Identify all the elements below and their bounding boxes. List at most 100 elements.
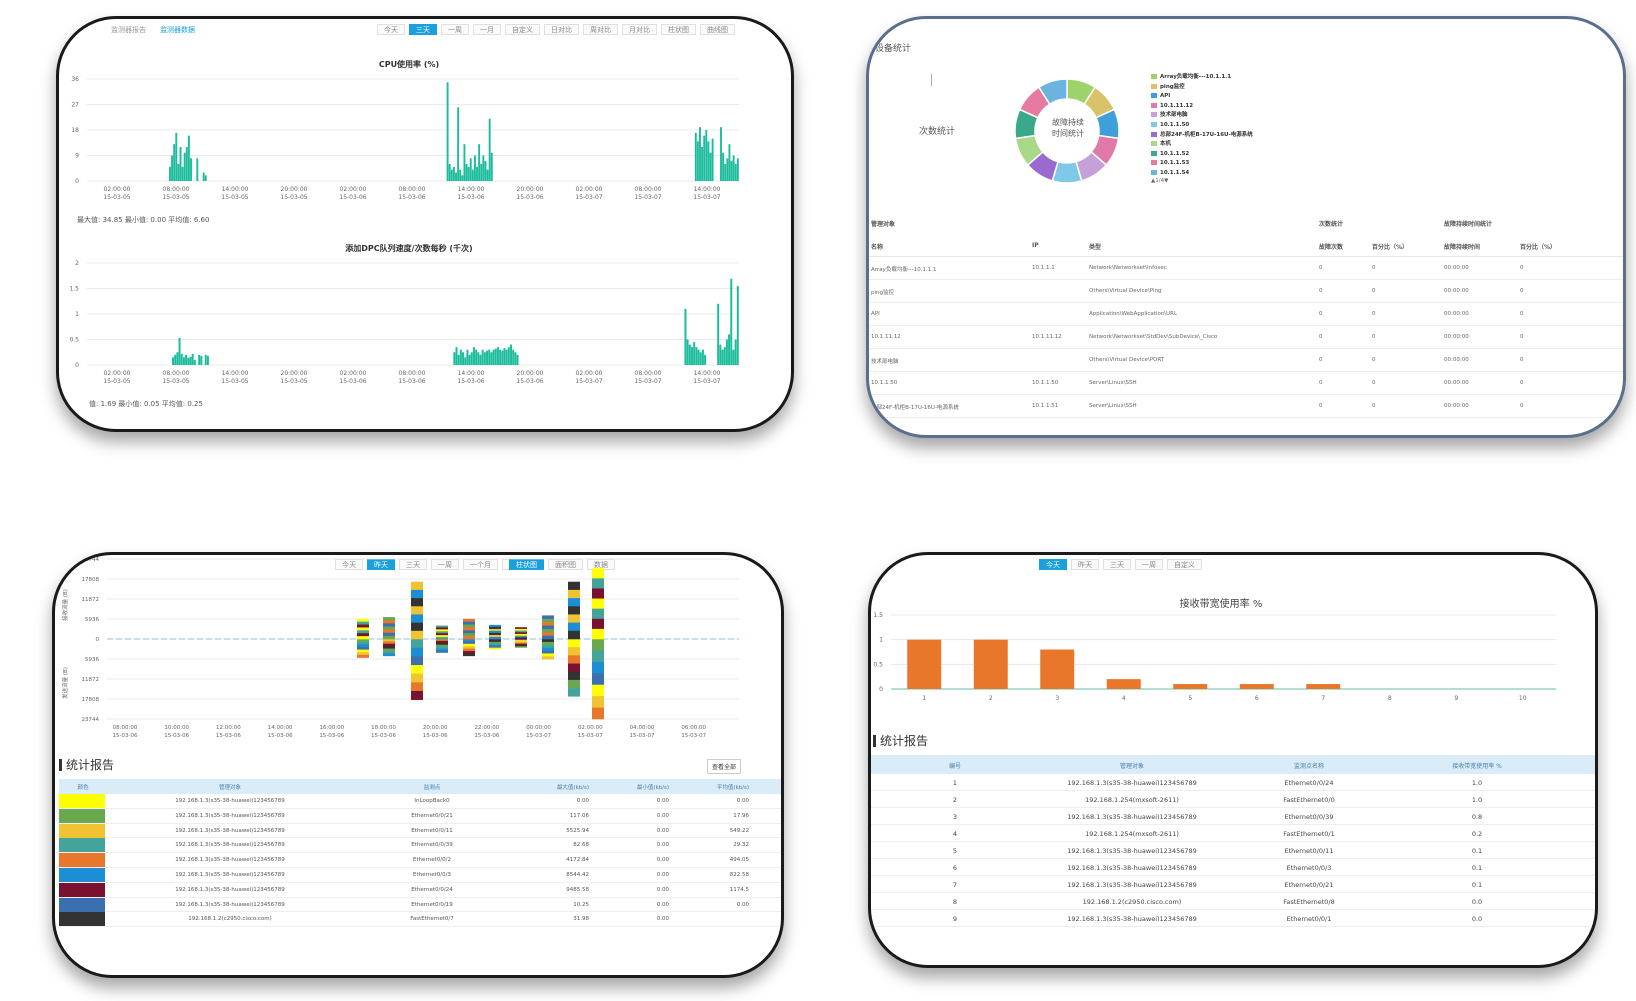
legend-item[interactable]: ping监控 (1151, 83, 1253, 93)
tab-2[interactable]: 三天 (399, 559, 427, 570)
table-cell: Array负载均衡---10.1.1.1 (871, 267, 937, 273)
table-row[interactable]: 2 192.168.1.254(mxsoft-2611) FastEthernet0… (871, 791, 1595, 808)
table-cell: 192.168.1.3(s35-38-huawei)123456789 (175, 798, 285, 804)
cpu-bar (705, 130, 708, 181)
table-row[interactable]: 4 192.168.1.254(mxsoft-2611) FastEthernet0… (871, 825, 1595, 842)
column-header[interactable]: 颜色 (77, 785, 89, 791)
traffic-bar-segment (542, 635, 554, 640)
table-row[interactable]: API Application\WebApplication\URL 0 0 00:00… (869, 303, 1623, 326)
column-header[interactable]: 百分比（%） (1520, 244, 1557, 251)
tab-9[interactable]: 曲线图 (700, 24, 735, 35)
legend-item[interactable]: 10.1.1.54 (1151, 169, 1253, 179)
tab-0[interactable]: 今天 (1039, 559, 1067, 570)
legend-item[interactable]: 10.1.1.50 (1151, 121, 1253, 131)
color-swatch (59, 882, 105, 897)
cpu-bar (455, 172, 457, 181)
table-row[interactable]: 10.1.1.50 10.1.1.50 Server\Linux\SSH 0 0 00:0… (869, 372, 1623, 395)
tab-0[interactable]: 今天 (377, 24, 405, 35)
table-row[interactable]: 192.168.1.2(c2950.cisco.com) FastEthernet… (59, 912, 781, 928)
column-header[interactable]: 百分比（%） (1372, 244, 1409, 251)
bandwidth-x-tick: 4 (1122, 695, 1126, 702)
table-row[interactable]: 192.168.1.3(s35-38-huawei)123456789 InLoo… (59, 794, 781, 809)
tab-3[interactable]: 一周 (431, 559, 459, 570)
column-header[interactable]: 故障持续时间 (1444, 244, 1481, 251)
legend-item[interactable]: API (1151, 92, 1253, 102)
table-row[interactable]: 192.168.1.3(s35-38-huawei)123456789 Ether… (59, 867, 781, 883)
column-header[interactable]: 监测点名称 (1293, 763, 1324, 770)
cpu-bar (699, 127, 701, 181)
tab-1[interactable]: 昨天 (1071, 559, 1099, 570)
table-row[interactable]: 7 192.168.1.3(s35-38-huawei)123456789 Ethe… (871, 876, 1595, 893)
table-row[interactable]: 1 192.168.1.3(s35-38-huawei)123456789 Ethe… (871, 774, 1595, 791)
tab-monitor-data[interactable]: 监测器数据 (160, 26, 195, 34)
tab-1[interactable]: 昨天 (367, 559, 395, 570)
table-row[interactable]: 192.168.1.3(s35-38-huawei)123456789 Ether… (59, 897, 781, 913)
table-row[interactable]: 5 192.168.1.3(s35-38-huawei)123456789 Ethe… (871, 842, 1595, 859)
column-header[interactable]: 平均值(kb/s) (716, 785, 749, 791)
view-tab-1[interactable]: 面积图 (548, 559, 583, 570)
tab-4[interactable]: 自定义 (1167, 559, 1202, 570)
table-row[interactable]: 192.168.1.3(s35-38-huawei)123456789 Ether… (59, 808, 781, 824)
legend-label: 10.1.1.52 (1160, 150, 1190, 157)
tab-4[interactable]: 一个月 (463, 559, 498, 570)
bandwidth-chart-title: 接收带宽使用率 % (1179, 599, 1263, 610)
traffic-bar-segment (592, 639, 604, 651)
table-row[interactable]: 9 192.168.1.3(s35-38-huawei)123456789 Ethe… (871, 910, 1595, 927)
tab-3[interactable]: 一周 (1135, 559, 1163, 570)
column-header[interactable]: 管理对象 (1119, 763, 1144, 770)
legend-item[interactable]: Array负载均衡---10.1.1.1 (1151, 73, 1253, 83)
column-header[interactable]: 名称 (871, 244, 884, 251)
table-row[interactable]: 总部24F-机柜B-17U-16U-电源系统 10.1.1.51 Server\Li… (869, 395, 1623, 418)
table-row[interactable]: 8 192.168.1.2(c2950.cisco.com) FastEtherne… (871, 893, 1595, 910)
table-row[interactable]: 192.168.1.3(s35-38-huawei)123456789 Ether… (59, 853, 781, 868)
view-all-button[interactable]: 查看全部 (707, 759, 742, 774)
column-header[interactable]: 管理对象 (218, 785, 241, 791)
legend-item[interactable]: 10.1.11.12 (1151, 102, 1253, 112)
tab-monitor-report[interactable]: 监测器报告 (111, 26, 146, 34)
legend-item[interactable]: 10.1.1.52 (1151, 150, 1253, 160)
tab-3[interactable]: 一月 (473, 24, 501, 35)
dpc-x-tick: 20:00:00 (517, 370, 544, 377)
table-cell: 0 (1372, 357, 1376, 363)
tab-4[interactable]: 自定义 (505, 24, 540, 35)
dpc-bar (200, 355, 203, 365)
legend-item[interactable]: 10.1.1.53 (1151, 159, 1253, 169)
tab-5[interactable]: 日对比 (544, 24, 579, 35)
table-row[interactable]: 10.1.11.12 10.1.11.12 Network\Networkset\S… (869, 326, 1623, 349)
column-header[interactable]: 最大值(kb/s) (556, 785, 589, 791)
tab-2[interactable]: 一周 (441, 24, 469, 35)
legend-item[interactable]: 总部24F-机柜B-17U-16U-电源系统 (1151, 131, 1253, 141)
tab-7[interactable]: 月对比 (622, 24, 657, 35)
column-header[interactable]: IP (1032, 242, 1039, 249)
table-row[interactable]: 192.168.1.3(s35-38-huawei)123456789 Ether… (59, 838, 781, 854)
count-stats-label[interactable]: 次数统计 (919, 127, 956, 137)
table-cell: 0.1 (1471, 847, 1483, 855)
dpc-bar (182, 357, 185, 365)
tab-6[interactable]: 周对比 (583, 24, 618, 35)
legend-pager[interactable]: ▲1/4▼ (1151, 178, 1169, 184)
legend-item[interactable]: 本机 (1151, 140, 1253, 150)
table-row[interactable]: 192.168.1.3(s35-38-huawei)123456789 Ether… (59, 823, 781, 839)
tab-2[interactable]: 三天 (1103, 559, 1131, 570)
view-tab-0[interactable]: 柱状图 (509, 559, 544, 570)
table-row[interactable]: 3 192.168.1.3(s35-38-huawei)123456789 Ethe… (871, 808, 1595, 825)
tab-1[interactable]: 三天 (409, 24, 437, 35)
column-header[interactable]: 最小值(kb/s) (636, 785, 669, 791)
column-header[interactable]: 接收带宽使用率 % (1452, 763, 1502, 770)
table-row[interactable]: Array负载均衡---10.1.1.1 10.1.1.1 Network\Netw… (869, 257, 1623, 280)
table-row[interactable]: 6 192.168.1.3(s35-38-huawei)123456789 Ethe… (871, 859, 1595, 876)
tab-0[interactable]: 今天 (335, 559, 363, 570)
column-header[interactable]: 故障次数 (1319, 244, 1344, 251)
cpu-bar (701, 147, 704, 181)
table-cell: 0.0 (1471, 898, 1483, 906)
dpc-x-tick-date: 15-03-05 (162, 378, 189, 385)
column-header[interactable]: 类型 (1089, 244, 1102, 251)
table-row[interactable]: 技术部电脑 Others\Virtual Device\PORT 0 0 00:00:0… (869, 349, 1623, 372)
traffic-bar-segment (383, 639, 395, 642)
table-row[interactable]: 192.168.1.3(s35-38-huawei)123456789 Ether… (59, 882, 781, 898)
table-row[interactable]: ping监控 Others\Virtual Device\Ping 0 0 00:00:… (869, 280, 1623, 303)
column-header[interactable]: 编号 (948, 763, 961, 770)
tab-8[interactable]: 柱状图 (661, 24, 696, 35)
column-header[interactable]: 监测点 (423, 785, 441, 791)
legend-item[interactable]: 技术部电脑 (1151, 111, 1253, 121)
